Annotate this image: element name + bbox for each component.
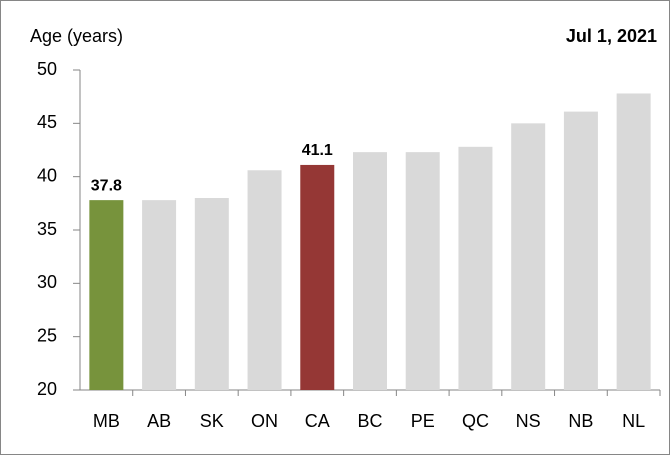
x-tick-label: QC [462,411,489,431]
bar [194,198,229,390]
y-tick-label: 45 [37,112,57,132]
y-tick-label: 20 [37,379,57,399]
data-label: 41.1 [302,142,333,159]
x-tick-label: MB [93,411,120,431]
y-tick-label: 40 [37,165,57,185]
x-tick-label: CA [305,411,330,431]
y-tick-label: 25 [37,325,57,345]
y-tick-label: 35 [37,219,57,239]
bar [142,200,177,390]
data-label: 37.8 [91,177,122,194]
bar [247,170,282,390]
x-tick-label: BC [357,411,382,431]
x-tick-label: AB [147,411,171,431]
bar [405,152,440,390]
x-tick-label: NB [568,411,593,431]
bar [563,111,598,390]
bar [458,146,493,390]
bar [616,93,651,390]
y-axis-label: Age (years) [30,26,123,46]
bar [353,152,387,390]
x-tick-label: SK [200,411,224,431]
annotation: Jul 1, 2021 [566,26,657,46]
x-tick-label: PE [411,411,435,431]
bar [511,123,546,390]
y-tick-label: 30 [37,272,57,292]
x-tick-label: NS [516,411,541,431]
x-tick-label: ON [251,411,278,431]
bar [300,164,335,390]
x-tick-label: NL [622,411,645,431]
y-tick-label: 50 [37,59,57,79]
bar [89,200,124,390]
